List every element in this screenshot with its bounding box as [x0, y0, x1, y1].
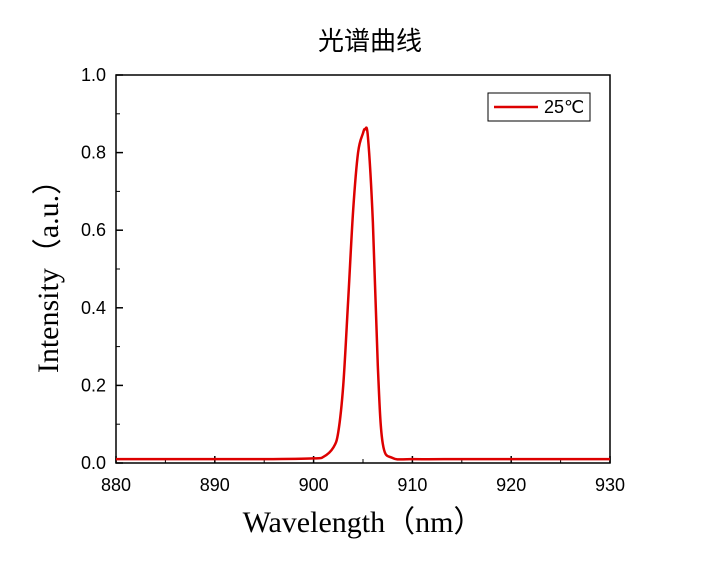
x-tick-label: 890 — [200, 475, 230, 495]
x-tick-label: 920 — [496, 475, 526, 495]
series-line-25c — [116, 126, 610, 461]
x-axis: 880 890 900 910 920 930 — [101, 456, 625, 495]
x-tick-label: 880 — [101, 475, 131, 495]
y-tick-label: 0.2 — [81, 375, 106, 395]
y-axis: 0.0 0.2 0.4 0.6 0.8 1.0 — [81, 65, 123, 473]
x-tick-label: 910 — [397, 475, 427, 495]
x-tick-label: 930 — [595, 475, 625, 495]
y-axis-label: Intensity（a.u.） — [32, 165, 65, 373]
x-axis-label: Wavelength（nm） — [243, 506, 484, 539]
y-tick-label: 0.4 — [81, 298, 106, 318]
y-tick-label: 0.8 — [81, 143, 106, 163]
legend: 25℃ — [487, 92, 591, 122]
chart-title: 光谱曲线 — [318, 27, 422, 57]
y-tick-label: 0.6 — [81, 220, 106, 240]
y-tick-label: 0.0 — [81, 453, 106, 473]
legend-label: 25℃ — [544, 97, 584, 117]
x-tick-label: 900 — [299, 475, 329, 495]
y-tick-label: 1.0 — [81, 65, 106, 85]
